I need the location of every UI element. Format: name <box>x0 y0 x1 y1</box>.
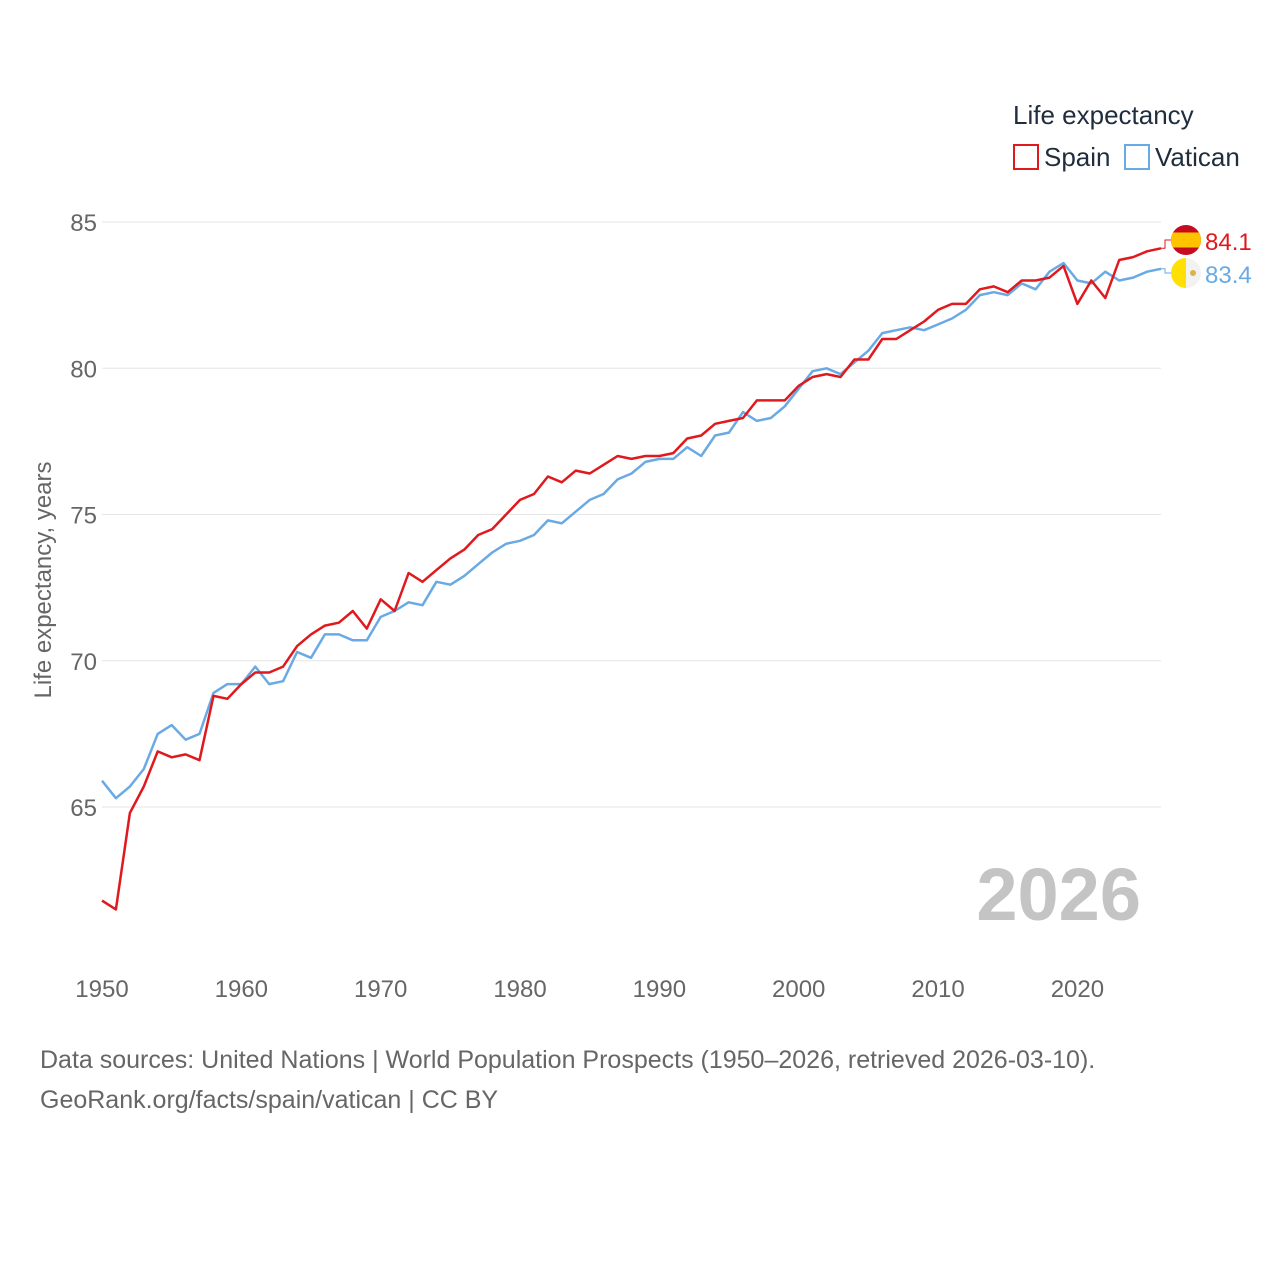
series-line-spain <box>101 247 1162 911</box>
data-sources: Data sources: United Nations | World Pop… <box>40 1046 1096 1074</box>
series-lines <box>101 247 1162 911</box>
y-tick-label: 80 <box>70 356 97 383</box>
x-tick-label: 1970 <box>354 976 407 1003</box>
legend-item-vatican[interactable]: Vatican <box>1124 142 1240 172</box>
legend-swatch-spain <box>1013 144 1039 170</box>
y-axis-ticks: 65 70 75 80 85 <box>70 210 97 822</box>
line-chart: 65 70 75 80 85 1950 1960 1970 1980 1990 2000 2010 2… <box>30 100 1252 1003</box>
x-tick-label: 1960 <box>215 976 268 1003</box>
legend-label-vatican: Vatican <box>1155 142 1240 172</box>
x-tick-label: 1980 <box>493 976 546 1003</box>
end-label-spain: 84.1 <box>1205 229 1252 256</box>
x-tick-label: 1990 <box>633 976 686 1003</box>
y-tick-label: 70 <box>70 649 97 676</box>
spain-flag-icon <box>1171 225 1201 255</box>
year-stamp: 2026 <box>976 853 1141 936</box>
y-tick-label: 75 <box>70 503 97 530</box>
legend-title: Life expectancy <box>1013 100 1194 130</box>
end-label-vatican: 83.4 <box>1205 262 1252 289</box>
x-tick-label: 2020 <box>1051 976 1104 1003</box>
legend-label-spain: Spain <box>1044 142 1111 172</box>
series-line-vatican <box>101 261 1162 800</box>
x-tick-label: 2010 <box>911 976 964 1003</box>
footer: Data sources: United Nations | World Pop… <box>40 1040 1095 1120</box>
vatican-flag-icon <box>1171 258 1201 288</box>
y-tick-label: 85 <box>70 210 97 237</box>
y-axis-label: Life expectancy, years <box>30 461 57 698</box>
end-connector-spain <box>1161 239 1172 249</box>
x-tick-label: 1950 <box>75 976 128 1003</box>
y-tick-label: 65 <box>70 795 97 822</box>
legend-item-spain[interactable]: Spain <box>1013 142 1111 172</box>
legend: Life expectancy Spain Vatican <box>1013 100 1240 172</box>
end-connector-vatican <box>1161 268 1172 274</box>
legend-swatch-vatican <box>1124 144 1150 170</box>
x-tick-label: 2000 <box>772 976 825 1003</box>
credit-link[interactable]: GeoRank.org/facts/spain/vatican | CC BY <box>40 1086 499 1114</box>
x-axis-ticks: 1950 1960 1970 1980 1990 2000 2010 2020 <box>75 976 1104 1003</box>
gridlines <box>102 221 1161 808</box>
series-end-markers: 84.1 83.4 <box>1161 225 1252 289</box>
